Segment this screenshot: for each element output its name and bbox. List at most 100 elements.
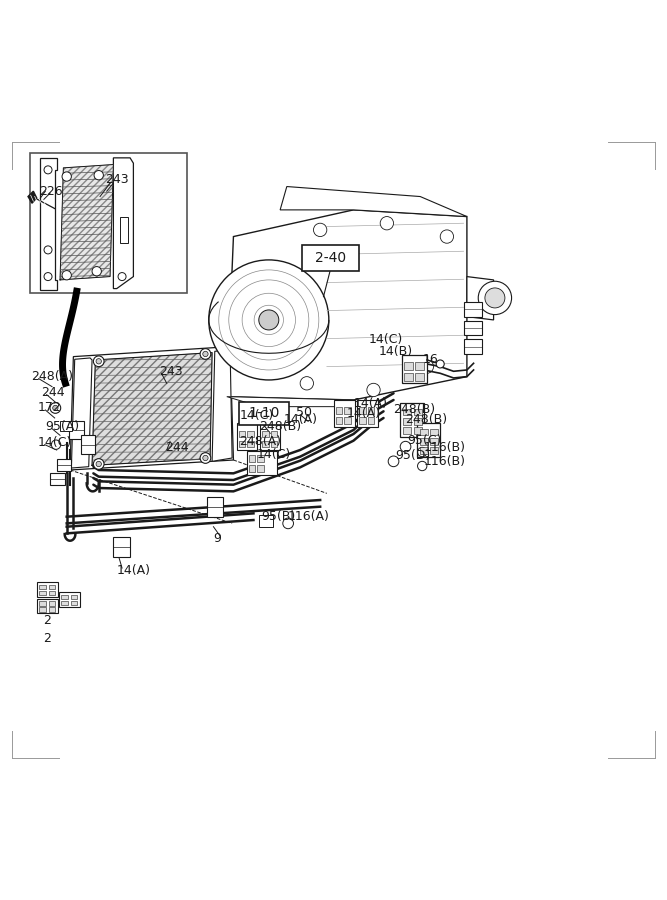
- Circle shape: [62, 271, 71, 280]
- Bar: [262, 431, 269, 437]
- Polygon shape: [60, 165, 113, 280]
- Text: 116(B): 116(B): [424, 441, 466, 454]
- Bar: [414, 428, 422, 434]
- Polygon shape: [92, 353, 212, 465]
- Text: 243: 243: [105, 174, 129, 186]
- Text: 248(B): 248(B): [394, 403, 436, 417]
- Bar: [403, 428, 411, 434]
- Circle shape: [53, 405, 58, 410]
- Text: 95(D): 95(D): [395, 449, 430, 462]
- Polygon shape: [40, 158, 57, 290]
- Bar: [271, 431, 277, 437]
- Bar: [61, 595, 68, 599]
- Bar: [271, 441, 277, 447]
- Bar: [113, 536, 130, 557]
- Text: 14(C): 14(C): [240, 409, 274, 422]
- Bar: [262, 441, 269, 447]
- Text: 14(A): 14(A): [354, 397, 388, 410]
- Circle shape: [420, 360, 434, 373]
- Text: 14(A): 14(A): [283, 413, 317, 427]
- Bar: [415, 373, 424, 381]
- Bar: [239, 431, 245, 437]
- Text: 14(B): 14(B): [378, 346, 412, 358]
- Bar: [344, 408, 351, 414]
- Text: 243: 243: [159, 364, 182, 378]
- Bar: [239, 441, 245, 447]
- Circle shape: [485, 288, 505, 308]
- Circle shape: [203, 455, 208, 461]
- Circle shape: [44, 166, 52, 174]
- Bar: [404, 362, 413, 370]
- Text: 244: 244: [165, 442, 189, 454]
- Bar: [420, 428, 428, 436]
- Bar: [39, 608, 46, 612]
- Circle shape: [96, 358, 101, 364]
- Circle shape: [242, 293, 295, 346]
- Bar: [247, 441, 254, 447]
- Bar: [420, 438, 428, 445]
- Bar: [207, 497, 223, 517]
- Bar: [368, 408, 374, 414]
- Circle shape: [96, 462, 101, 467]
- Circle shape: [388, 456, 399, 467]
- Bar: [336, 408, 342, 414]
- Circle shape: [418, 462, 427, 471]
- Circle shape: [254, 305, 283, 335]
- Circle shape: [229, 280, 309, 360]
- Bar: [39, 590, 46, 596]
- Bar: [464, 320, 482, 336]
- Polygon shape: [70, 346, 233, 470]
- Bar: [368, 418, 374, 424]
- Polygon shape: [467, 276, 494, 320]
- Polygon shape: [113, 158, 133, 289]
- Bar: [417, 423, 440, 456]
- Text: 248(A): 248(A): [31, 370, 73, 383]
- Text: 2: 2: [43, 632, 51, 644]
- Text: 2: 2: [43, 614, 51, 626]
- Bar: [49, 585, 55, 590]
- Text: 116(B): 116(B): [424, 454, 466, 468]
- Text: 14(C): 14(C): [368, 333, 402, 346]
- Bar: [30, 153, 187, 293]
- Bar: [464, 302, 482, 317]
- Circle shape: [367, 383, 380, 397]
- Text: 248(B): 248(B): [405, 413, 447, 427]
- Text: 2-40: 2-40: [315, 251, 346, 265]
- Bar: [403, 418, 411, 425]
- Circle shape: [478, 281, 512, 315]
- Bar: [402, 356, 427, 383]
- Polygon shape: [280, 186, 467, 217]
- Text: 172: 172: [38, 401, 62, 415]
- Text: 95(A): 95(A): [45, 420, 79, 433]
- Circle shape: [203, 351, 208, 356]
- Circle shape: [93, 459, 104, 469]
- Bar: [430, 447, 438, 454]
- Polygon shape: [71, 358, 92, 468]
- Circle shape: [259, 310, 279, 330]
- Bar: [61, 600, 68, 606]
- Circle shape: [94, 170, 103, 180]
- Bar: [336, 418, 342, 424]
- Bar: [414, 418, 422, 425]
- Circle shape: [62, 172, 71, 181]
- Bar: [334, 400, 355, 427]
- Bar: [359, 408, 366, 414]
- Bar: [357, 400, 378, 427]
- Bar: [49, 590, 55, 596]
- Polygon shape: [227, 210, 467, 400]
- Bar: [237, 423, 257, 450]
- Bar: [49, 601, 55, 606]
- Circle shape: [313, 223, 327, 237]
- Bar: [71, 595, 77, 599]
- Text: 116(A): 116(A): [288, 510, 330, 523]
- Bar: [249, 455, 255, 462]
- Text: 9: 9: [213, 532, 221, 544]
- Text: 14(C): 14(C): [257, 447, 291, 461]
- Bar: [430, 428, 438, 436]
- Bar: [344, 418, 351, 424]
- Bar: [57, 459, 71, 472]
- Circle shape: [436, 360, 444, 368]
- Bar: [120, 217, 128, 243]
- Circle shape: [92, 266, 101, 276]
- Bar: [464, 339, 482, 354]
